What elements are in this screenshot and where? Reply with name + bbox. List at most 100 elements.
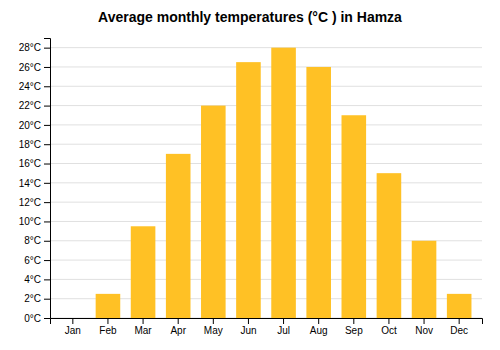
x-axis: Jan Feb Mar Apr May Jun Jul Aug Sep Oct Nov Dec [51,318,483,336]
y-tick-label: 18°C [19,139,41,150]
x-tick: Feb [99,318,117,336]
x-tick: Jan [65,318,81,336]
x-axis-line [51,319,483,325]
x-tick: Oct [381,318,397,336]
y-tick-mark [44,318,50,319]
y-tick-mark [44,260,50,261]
grid-line [50,163,482,164]
x-tick-label: Sep [345,325,363,336]
y-tick-mark [44,241,50,242]
x-tick-mark [107,318,108,324]
y-tick-label: 22°C [19,100,41,111]
x-tick-mark [424,318,425,324]
y-tick: 20°C [19,120,50,131]
grid-line [50,66,482,67]
y-tick-mark [44,202,50,203]
y-tick: 10°C [19,216,50,227]
grid [50,48,482,318]
y-tick-label: 2°C [24,293,41,304]
x-tick-mark [213,318,214,324]
y-tick: 14°C [19,178,50,189]
x-tick-label: Jun [240,325,256,336]
bar [412,241,437,318]
x-tick-label: May [204,325,223,336]
grid-line [50,47,482,48]
y-tick: 16°C [19,158,50,169]
x-tick-mark [248,318,249,324]
y-tick-mark [44,279,50,280]
bar [96,294,121,318]
y-tick: 4°C [24,274,50,285]
bar [342,115,367,318]
x-tick-label: Jan [65,325,81,336]
y-tick-mark [44,106,50,107]
x-tick: Apr [170,318,186,336]
x-tick: Jun [240,318,256,336]
bar [236,62,261,318]
bar [447,294,472,318]
x-tick-mark [318,318,319,324]
bar [306,67,331,318]
y-tick-label: 26°C [19,62,41,73]
y-axis-line [44,39,51,319]
y-tick: 12°C [19,197,50,208]
y-tick-label: 20°C [19,120,41,131]
bar [61,318,86,319]
title: Average monthly temperatures (°C ) in Ha… [98,9,402,25]
y-tick-label: 16°C [19,158,41,169]
chart: Average monthly temperatures (°C ) in Ha… [0,0,500,350]
x-tick: Aug [310,318,328,336]
y-tick: 18°C [19,139,50,150]
x-tick-label: Mar [134,325,152,336]
y-tick-label: 24°C [19,81,41,92]
x-tick-mark [283,318,284,324]
bar [201,106,226,318]
y-tick-label: 10°C [19,216,41,227]
y-tick-mark [44,67,50,68]
y-tick-label: 6°C [24,255,41,266]
y-tick: 6°C [24,255,50,266]
x-tick-label: Apr [170,325,186,336]
grid-line [50,221,482,222]
y-tick-label: 14°C [19,178,41,189]
y-tick-mark [44,86,50,87]
x-tick-mark [388,318,389,324]
y-tick: 26°C [19,62,50,73]
x-tick-label: Nov [415,325,433,336]
grid-line [50,202,482,203]
grid-line [50,144,482,145]
grid-line [50,182,482,183]
y-tick-mark [44,144,50,145]
y-tick-mark [44,48,50,49]
x-tick-label: Oct [381,325,397,336]
y-tick: 0°C [24,313,50,324]
bar [166,154,191,318]
x-tick: Jul [277,318,290,336]
grid-line [50,86,482,87]
y-tick-label: 4°C [24,274,41,285]
y-tick-label: 28°C [19,42,41,53]
x-tick-label: Feb [99,325,117,336]
x-tick: Nov [415,318,433,336]
x-tick-mark [178,318,179,324]
grid-line [50,105,482,106]
x-tick-mark [459,318,460,324]
grid-line [50,124,482,125]
y-tick: 28°C [19,42,50,53]
x-tick: May [204,318,223,336]
y-tick-mark [44,125,50,126]
x-tick-label: Aug [310,325,328,336]
bar [131,226,156,318]
y-tick: 8°C [24,235,50,246]
y-tick: 2°C [24,293,50,304]
bar [271,48,296,318]
y-tick-label: 8°C [24,235,41,246]
bar [377,173,402,318]
y-tick: 22°C [19,100,50,111]
y-tick-mark [44,299,50,300]
bars [96,48,472,318]
plot: 0°C 2°C 4°C 6°C 8°C 10°C 12°C 14°C 16°C 18°C 20°C 2… [19,39,483,337]
y-tick-mark [44,183,50,184]
y-tick-label: 0°C [24,313,41,324]
x-tick: Dec [450,318,468,336]
